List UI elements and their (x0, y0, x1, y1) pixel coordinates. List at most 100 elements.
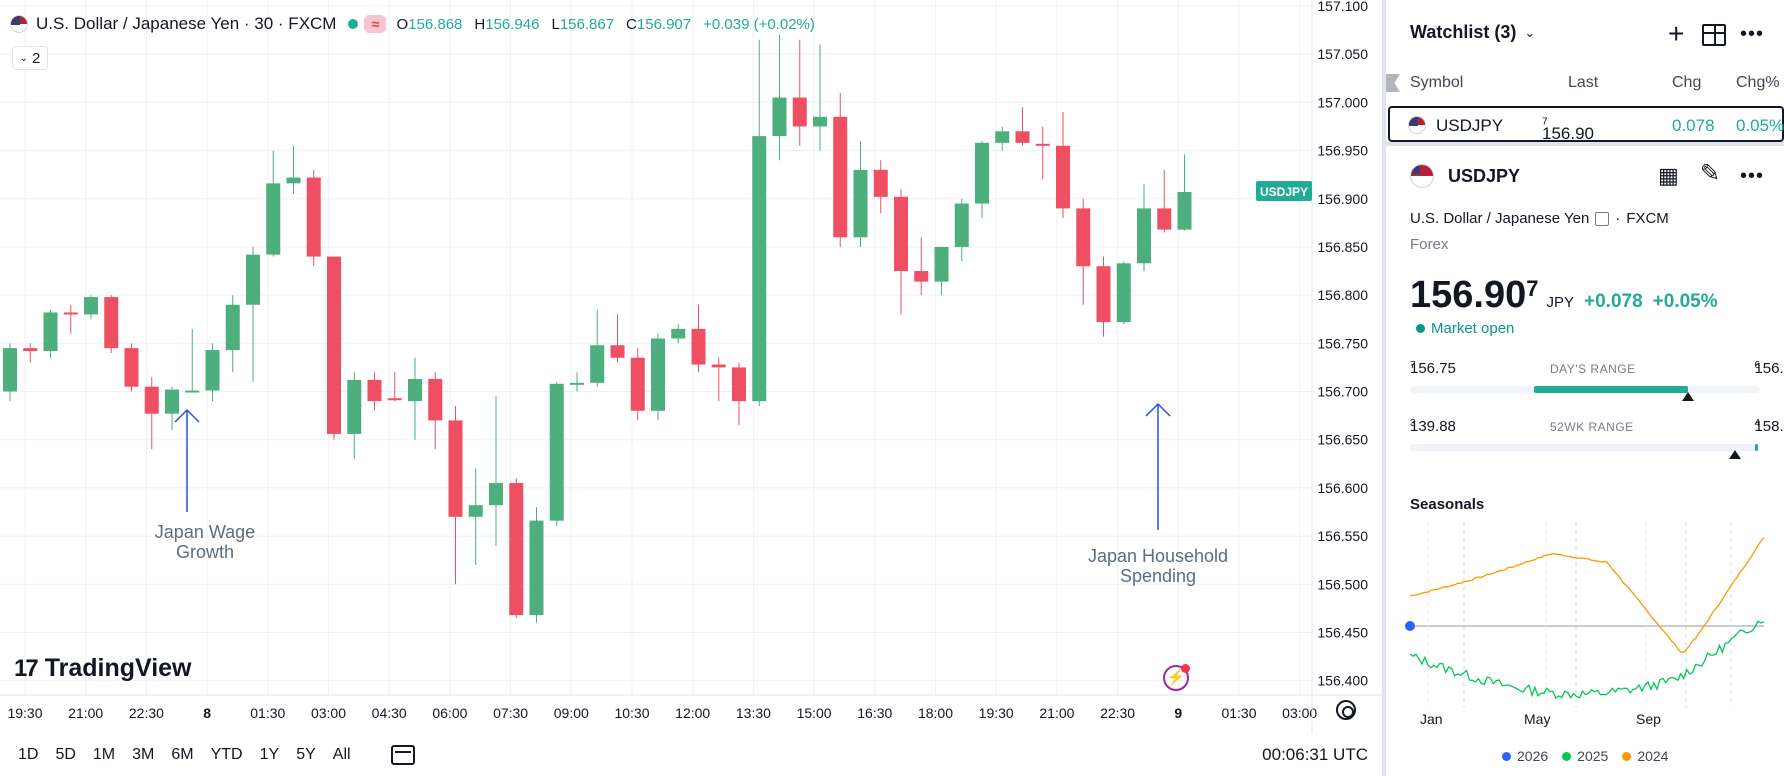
candle-body (954, 203, 969, 247)
candle (691, 304, 706, 373)
utc-clock[interactable]: 00:06:31 UTC (1262, 745, 1368, 764)
candle (630, 348, 645, 421)
days-range-fill (1534, 386, 1688, 393)
details-symbol[interactable]: USDJPY (1448, 165, 1521, 186)
column-chg-pct[interactable]: Chg% (1736, 74, 1780, 91)
status-pill[interactable]: ≈ (348, 15, 387, 33)
column-last[interactable]: Last (1568, 74, 1599, 91)
price-currency: JPY (1546, 294, 1574, 311)
y-tick-label: 156.650 (1317, 432, 1368, 448)
timeframe-buttons: 1D 5D 1M 3M 6M YTD 1Y 5Y All (0, 746, 351, 764)
candle (1076, 198, 1091, 305)
candle-body (205, 350, 220, 391)
candle-body (448, 420, 463, 517)
settings-gear-icon[interactable] (1336, 700, 1356, 720)
watchlist-row-usdjpy[interactable]: USDJPY 156.90 7 0.078 0.05% (1388, 106, 1784, 143)
candle-body (489, 483, 503, 506)
seasonals-line-2025 (1409, 620, 1765, 700)
column-symbol[interactable]: Symbol (1410, 74, 1464, 91)
candle-body (266, 183, 281, 255)
edit-pencil-icon[interactable]: ✎ (1700, 160, 1721, 187)
timeframe-button-ytd[interactable]: YTD (210, 746, 243, 763)
timeframe-button-3m[interactable]: 3M (132, 746, 155, 763)
symbol-title[interactable]: U.S. Dollar / Japanese Yen · 30 · FXCM (36, 14, 337, 33)
chart-axes: 157.100 157.050 157.000 156.950 156.900 156.8… (0, 0, 1382, 734)
timeframe-button-5d[interactable]: 5D (55, 746, 76, 763)
us-flag-icon (1410, 164, 1434, 188)
x-tick-label: 22:30 (129, 705, 164, 721)
exchange-name[interactable]: FXCM (1626, 210, 1669, 227)
candle-body (590, 345, 605, 383)
seasonals-title[interactable]: Seasonals (1410, 496, 1485, 513)
candle-body (752, 136, 767, 402)
x-tick-label: 19:30 (7, 705, 42, 721)
seasonals-month-label: Jan (1420, 711, 1443, 727)
advanced-view-table-icon[interactable] (1702, 24, 1726, 46)
candle-body (934, 246, 949, 282)
candle (246, 246, 260, 382)
timeframe-button-1d[interactable]: 1D (18, 746, 39, 763)
external-link-icon[interactable] (1595, 211, 1610, 226)
candle (104, 295, 119, 353)
lightning-icon[interactable]: ⚡ (1163, 664, 1190, 691)
candle-body (144, 386, 159, 414)
candle-body (387, 398, 402, 401)
candle (408, 357, 422, 440)
legend-dot-icon (1502, 751, 1511, 761)
annotation-label: Growth (176, 542, 234, 562)
candle (3, 343, 17, 402)
candle (43, 309, 58, 358)
details-symbol-header: USDJPY (1410, 164, 1520, 188)
candle-body (104, 297, 119, 349)
candle (549, 381, 564, 527)
market-status-icon (348, 19, 359, 29)
indicators-toggle-button[interactable]: ⌄ 2 (12, 46, 48, 70)
days-range-low: 156.75 7 (1410, 360, 1456, 377)
candle-body (1096, 266, 1111, 323)
candle (84, 295, 98, 320)
us-flag-icon (10, 15, 28, 33)
chart-area[interactable]: Japan Wage Growth Japan Household Spending … (0, 0, 1382, 776)
candle-body (549, 383, 564, 521)
y-tick-label: 156.600 (1317, 480, 1368, 496)
candle (225, 295, 240, 373)
candle-body (347, 379, 362, 434)
price-change: +0.078 (1584, 291, 1643, 312)
watchlist-title[interactable]: Watchlist (3) ⌄ (1410, 22, 1535, 43)
tradingview-logo[interactable]: 17 TradingView (14, 654, 192, 683)
add-symbol-plus-icon[interactable]: + (1668, 18, 1685, 49)
candle-body (63, 312, 78, 315)
candle-body (792, 97, 807, 127)
seasonals-chart[interactable]: Jan May Sep (1386, 518, 1784, 734)
more-options-icon[interactable]: ••• (1740, 23, 1765, 45)
seasonals-month-label: Sep (1636, 711, 1661, 727)
timeframe-button-6m[interactable]: 6M (171, 746, 194, 763)
x-tick-label: 01:30 (1221, 705, 1256, 721)
candle-body (894, 196, 908, 272)
candle (367, 372, 382, 411)
more-options-icon[interactable]: ••• (1740, 165, 1765, 187)
market-status: Market open (1416, 320, 1514, 337)
seasonals-legend-2025[interactable]: 2025 (1562, 748, 1608, 764)
seasonals-legend-2024[interactable]: 2024 (1622, 748, 1668, 764)
52wk-range-high: 158.194 (1754, 418, 1784, 435)
ohlc-open: O156.868 (396, 15, 463, 33)
candle (428, 372, 443, 450)
go-to-date-calendar-icon[interactable] (390, 745, 415, 765)
column-chg[interactable]: Chg (1672, 74, 1702, 91)
layout-grid-icon[interactable]: ▦ (1658, 163, 1679, 188)
seasonals-legend-2026[interactable]: 2026 (1502, 748, 1548, 764)
timeframe-button-1m[interactable]: 1M (92, 746, 116, 763)
candle-body (165, 389, 179, 414)
candle-body (428, 378, 443, 421)
price-tag-label: USDJPY (1260, 185, 1308, 199)
x-tick-label: 21:00 (68, 705, 103, 721)
candle-body (772, 97, 787, 137)
timeframe-button-1y[interactable]: 1Y (259, 746, 280, 763)
timeframe-button-all[interactable]: All (332, 746, 351, 763)
candle-body (23, 348, 38, 352)
candle-body (1076, 208, 1091, 267)
timeframe-button-5y[interactable]: 5Y (296, 746, 316, 763)
